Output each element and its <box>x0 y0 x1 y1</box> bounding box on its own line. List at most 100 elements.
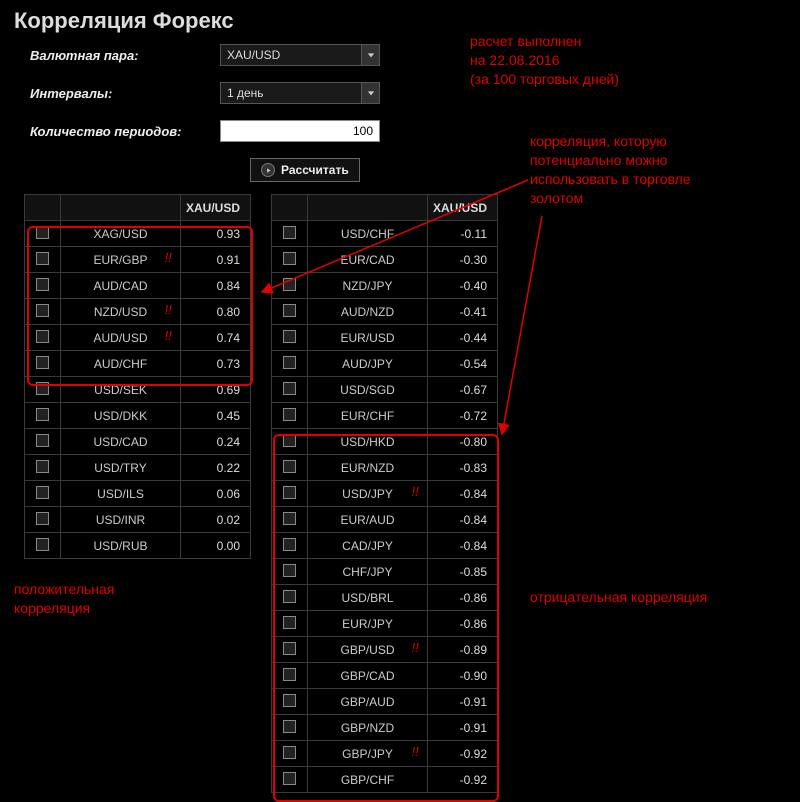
row-checkbox[interactable] <box>283 538 296 551</box>
table-row: USD/SGD-0.67 <box>272 377 498 403</box>
row-checkbox-cell <box>272 351 308 377</box>
row-value: 0.06 <box>181 481 251 507</box>
row-checkbox[interactable] <box>36 382 49 395</box>
row-value: -0.85 <box>428 559 498 585</box>
row-checkbox[interactable] <box>36 434 49 447</box>
table-row: USD/SEK0.69 <box>25 377 251 403</box>
row-checkbox[interactable] <box>283 434 296 447</box>
table-row: AUD/JPY-0.54 <box>272 351 498 377</box>
row-value: -0.84 <box>428 481 498 507</box>
row-value: -0.90 <box>428 663 498 689</box>
pair-select[interactable]: XAU/USD <box>220 44 380 66</box>
row-checkbox[interactable] <box>36 538 49 551</box>
row-checkbox[interactable] <box>283 668 296 681</box>
calculate-button[interactable]: Рассчитать <box>250 158 360 182</box>
table-row: USD/CHF-0.11 <box>272 221 498 247</box>
row-value: 0.73 <box>181 351 251 377</box>
row-pair: GBP/JPY <box>308 741 428 767</box>
row-checkbox[interactable] <box>36 278 49 291</box>
row-checkbox[interactable] <box>283 720 296 733</box>
table-row: GBP/JPY-0.92 <box>272 741 498 767</box>
row-checkbox[interactable] <box>283 694 296 707</box>
correlation-table-positive: XAU/USD XAG/USD0.93EUR/GBP0.91AUD/CAD0.8… <box>24 194 251 559</box>
row-checkbox[interactable] <box>36 226 49 239</box>
row-checkbox[interactable] <box>283 278 296 291</box>
row-checkbox[interactable] <box>36 486 49 499</box>
chevron-down-icon[interactable] <box>361 83 379 103</box>
row-value: -0.80 <box>428 429 498 455</box>
row-checkbox[interactable] <box>283 382 296 395</box>
row-pair: USD/DKK <box>61 403 181 429</box>
row-checkbox-cell <box>272 221 308 247</box>
row-value: 0.74 <box>181 325 251 351</box>
row-value: -0.91 <box>428 715 498 741</box>
row-checkbox[interactable] <box>36 304 49 317</box>
row-pair: USD/SGD <box>308 377 428 403</box>
row-checkbox-cell <box>25 247 61 273</box>
table-row: USD/ILS0.06 <box>25 481 251 507</box>
row-checkbox[interactable] <box>283 226 296 239</box>
row-pair: CAD/JPY <box>308 533 428 559</box>
periods-input[interactable] <box>220 120 380 142</box>
row-checkbox[interactable] <box>283 356 296 369</box>
table-row: AUD/USD0.74 <box>25 325 251 351</box>
row-value: -0.72 <box>428 403 498 429</box>
row-value: -0.44 <box>428 325 498 351</box>
row-checkbox[interactable] <box>283 486 296 499</box>
row-checkbox[interactable] <box>283 252 296 265</box>
row-checkbox[interactable] <box>283 772 296 785</box>
row-checkbox-cell <box>272 533 308 559</box>
row-checkbox[interactable] <box>283 642 296 655</box>
interval-select[interactable]: 1 день <box>220 82 380 104</box>
row-checkbox[interactable] <box>283 304 296 317</box>
row-checkbox-cell <box>25 403 61 429</box>
table-row: GBP/USD-0.89 <box>272 637 498 663</box>
table-row: EUR/JPY-0.86 <box>272 611 498 637</box>
row-checkbox-cell <box>272 455 308 481</box>
row-pair: USD/HKD <box>308 429 428 455</box>
row-pair: AUD/NZD <box>308 299 428 325</box>
row-checkbox-cell <box>25 273 61 299</box>
row-checkbox[interactable] <box>283 512 296 525</box>
row-checkbox[interactable] <box>283 460 296 473</box>
row-pair: EUR/CHF <box>308 403 428 429</box>
row-value: -0.54 <box>428 351 498 377</box>
row-pair: GBP/CHF <box>308 767 428 793</box>
row-pair: EUR/JPY <box>308 611 428 637</box>
row-checkbox[interactable] <box>36 460 49 473</box>
row-checkbox-cell <box>272 663 308 689</box>
row-pair: USD/JPY <box>308 481 428 507</box>
row-checkbox[interactable] <box>283 590 296 603</box>
chevron-down-icon[interactable] <box>361 45 379 65</box>
table-row: EUR/CHF-0.72 <box>272 403 498 429</box>
row-pair: AUD/USD <box>61 325 181 351</box>
row-pair: USD/INR <box>61 507 181 533</box>
row-checkbox-cell <box>272 273 308 299</box>
row-checkbox[interactable] <box>283 616 296 629</box>
row-pair: AUD/JPY <box>308 351 428 377</box>
table-row: USD/BRL-0.86 <box>272 585 498 611</box>
row-checkbox[interactable] <box>36 408 49 421</box>
row-checkbox[interactable] <box>283 746 296 759</box>
row-checkbox[interactable] <box>283 330 296 343</box>
form-area: Валютная пара: XAU/USD Интервалы: 1 день… <box>0 38 800 182</box>
refresh-icon <box>261 163 275 177</box>
table-row: USD/JPY-0.84 <box>272 481 498 507</box>
row-checkbox[interactable] <box>36 512 49 525</box>
row-value: 0.93 <box>181 221 251 247</box>
row-value: 0.80 <box>181 299 251 325</box>
row-pair: GBP/NZD <box>308 715 428 741</box>
row-checkbox[interactable] <box>283 408 296 421</box>
col-checkbox <box>272 195 308 221</box>
row-checkbox-cell <box>272 325 308 351</box>
row-checkbox[interactable] <box>36 252 49 265</box>
row-pair: EUR/USD <box>308 325 428 351</box>
table-row: USD/TRY0.22 <box>25 455 251 481</box>
row-checkbox-cell <box>25 429 61 455</box>
row-checkbox[interactable] <box>36 356 49 369</box>
table-row: CAD/JPY-0.84 <box>272 533 498 559</box>
row-checkbox[interactable] <box>36 330 49 343</box>
table-row: XAG/USD0.93 <box>25 221 251 247</box>
row-checkbox[interactable] <box>283 564 296 577</box>
row-checkbox-cell <box>272 767 308 793</box>
